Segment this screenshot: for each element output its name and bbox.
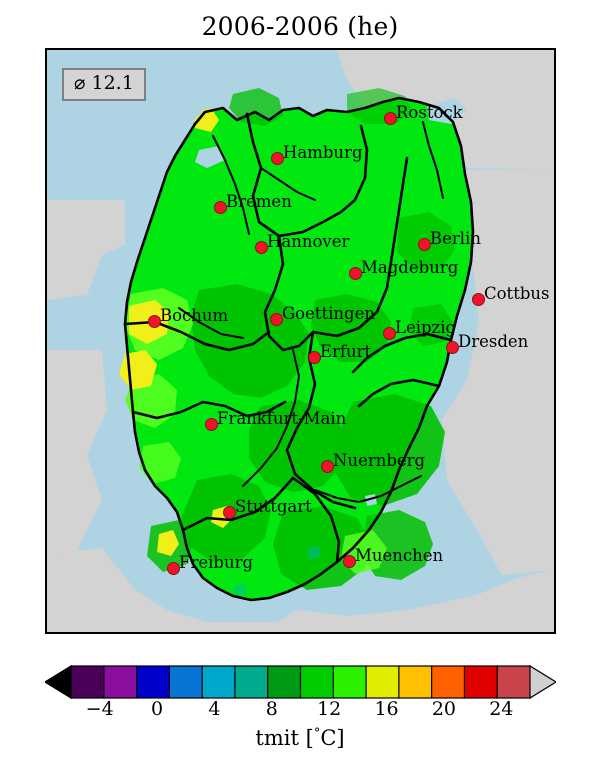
colorbar-tick-label: 8: [265, 698, 278, 720]
city-dot-icon: [445, 340, 459, 354]
city-dot-icon: [269, 312, 283, 326]
city-dot-icon: [222, 505, 236, 519]
colorbar-tick-label: −4: [85, 698, 114, 720]
city-label: Goettingen: [282, 304, 375, 323]
city-dot-icon: [166, 561, 180, 575]
colorbar-segment[interactable]: [332, 665, 368, 699]
city-dot-icon: [147, 314, 161, 328]
city-label: Frankfurt-Main: [217, 409, 347, 428]
colorbar-svg: [45, 664, 556, 700]
city-dot-icon: [213, 200, 227, 214]
city-label: Leipzig: [395, 318, 457, 337]
colorbar-segment[interactable]: [135, 665, 171, 699]
city-label: Hamburg: [283, 143, 363, 162]
colorbar-under-arrow: [45, 664, 72, 700]
colorbar-segment[interactable]: [168, 665, 204, 699]
city-label: Erfurt: [320, 342, 372, 361]
colorbar-segment[interactable]: [234, 665, 269, 699]
city-dot-icon: [471, 292, 485, 306]
colorbar[interactable]: [45, 662, 556, 702]
colorbar-tick-label: 16: [374, 698, 399, 720]
city-dot-icon: [342, 554, 356, 568]
city-label: Freiburg: [179, 553, 254, 572]
city-label: Muenchen: [355, 546, 444, 565]
colorbar-tick-label: 20: [431, 698, 457, 720]
colorbar-segment[interactable]: [70, 665, 105, 699]
map-svg: [47, 50, 554, 632]
degree-icon: °: [313, 726, 321, 741]
colorbar-label-suffix: C]: [320, 726, 345, 750]
neighbor-countries-layer: [47, 50, 554, 632]
colorbar-ticks: −4 0 4 8 12 16 20 24: [45, 698, 556, 724]
colorbar-segment[interactable]: [398, 665, 433, 699]
colorbar-label-prefix: tmit [: [255, 726, 314, 750]
colorbar-segment[interactable]: [496, 665, 532, 699]
city-label: Magdeburg: [361, 258, 459, 277]
colorbar-segment[interactable]: [267, 665, 302, 699]
city-label: Dresden: [458, 332, 529, 351]
colorbar-segment[interactable]: [299, 665, 335, 699]
city-dot-icon: [383, 111, 397, 125]
colorbar-segment[interactable]: [103, 665, 138, 699]
city-label: Rostock: [396, 103, 463, 122]
colorbar-tick-label: 0: [151, 698, 164, 720]
temperature-field-layer: [119, 88, 473, 600]
mean-value-box: ⌀ 12.1: [62, 68, 146, 101]
colorbar-segment[interactable]: [201, 665, 236, 699]
city-label: Berlin: [430, 229, 481, 248]
colorbar-tick-label: 24: [489, 698, 514, 720]
city-dot-icon: [307, 350, 321, 364]
city-dot-icon: [204, 417, 218, 431]
colorbar-segment[interactable]: [431, 665, 466, 699]
city-label: Nuernberg: [333, 451, 426, 470]
coast-water-layer: [167, 98, 467, 506]
city-dot-icon: [382, 326, 396, 340]
city-label: Bochum: [160, 306, 229, 325]
city-dot-icon: [348, 266, 362, 280]
map-canvas: [47, 50, 554, 632]
city-label: Stuttgart: [235, 497, 312, 516]
city-label: Hannover: [267, 232, 350, 251]
colorbar-segment[interactable]: [463, 665, 499, 699]
city-label: Cottbus: [484, 284, 550, 303]
map-panel[interactable]: ⌀ 12.1 Rostock Hamburg Bremen Hannover Berli…: [45, 48, 556, 634]
colorbar-segments: [45, 664, 556, 700]
city-dot-icon: [270, 151, 284, 165]
city-dot-icon: [254, 240, 268, 254]
page-title: 2006-2006 (he): [201, 12, 399, 41]
colorbar-segment[interactable]: [365, 665, 400, 699]
colorbar-tick-label: 12: [317, 698, 342, 720]
colorbar-tick-label: 4: [208, 698, 221, 720]
colorbar-over-arrow: [529, 664, 556, 700]
colorbar-axis-label: tmit [°C]: [0, 726, 600, 750]
city-dot-icon: [417, 237, 431, 251]
city-dot-icon: [320, 459, 334, 473]
city-label: Bremen: [226, 192, 292, 211]
